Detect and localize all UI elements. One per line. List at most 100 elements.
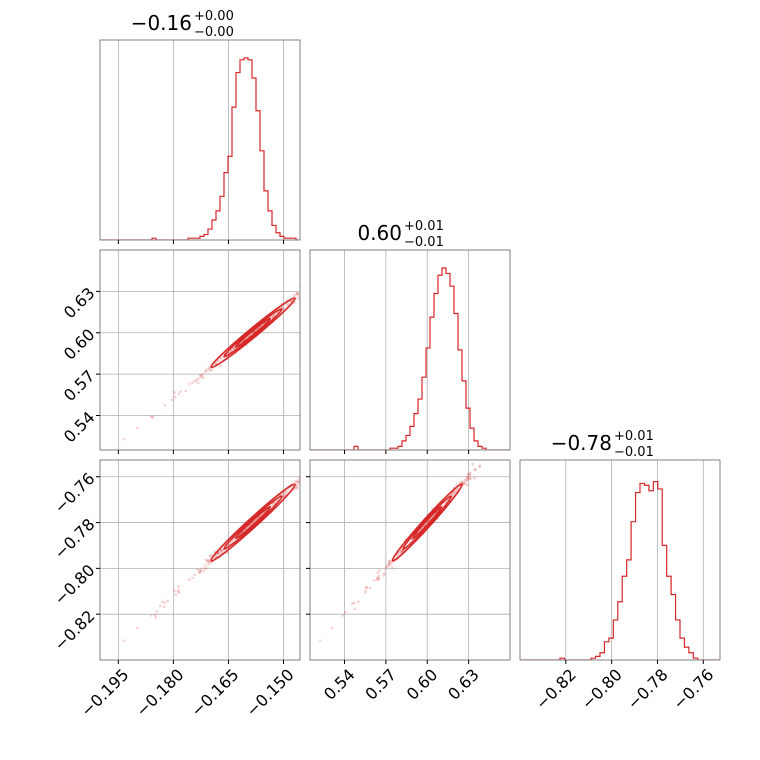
sample-point bbox=[343, 610, 347, 614]
sample-point bbox=[377, 577, 381, 580]
sample-point bbox=[174, 593, 178, 597]
sample-point bbox=[155, 610, 159, 613]
panel-title-1: 0.60 +0.01−0.01 bbox=[357, 219, 443, 250]
x-tick-label: −0.82 bbox=[532, 665, 580, 713]
sample-point bbox=[149, 415, 153, 418]
sample-point bbox=[231, 347, 235, 351]
sample-point bbox=[396, 553, 399, 557]
x-tick-label: −0.150 bbox=[242, 665, 297, 720]
sample-point bbox=[376, 571, 380, 575]
sample-point bbox=[179, 390, 182, 393]
title-lower: −0.01 bbox=[404, 235, 444, 250]
sample-point bbox=[384, 565, 388, 568]
sample-point bbox=[329, 266, 332, 269]
sample-point bbox=[296, 480, 300, 484]
sample-point bbox=[216, 552, 220, 555]
title-upper: +0.01 bbox=[614, 429, 654, 444]
sample-point bbox=[305, 286, 308, 289]
sample-point bbox=[468, 477, 472, 481]
y-tick-label: 0.57 bbox=[60, 366, 99, 405]
sample-point bbox=[122, 437, 125, 441]
y-tick-label: 0.63 bbox=[60, 284, 99, 323]
sample-point bbox=[173, 391, 176, 394]
sample-point bbox=[297, 480, 300, 484]
sample-point bbox=[200, 373, 203, 377]
sample-point bbox=[314, 281, 317, 284]
sample-point bbox=[382, 573, 386, 577]
contour-0 bbox=[234, 317, 272, 348]
sample-point bbox=[294, 487, 298, 490]
sample-point bbox=[335, 444, 338, 447]
sample-point bbox=[302, 289, 305, 292]
sample-point bbox=[188, 578, 191, 582]
contour-2 bbox=[210, 483, 296, 562]
sample-point bbox=[330, 626, 333, 630]
histogram-2 bbox=[520, 481, 720, 660]
panel-2-1: 0.54 0.57 0.60 0.63 bbox=[306, 435, 511, 704]
sample-point bbox=[158, 604, 162, 608]
panel-1-1: 0.60 +0.01−0.01 bbox=[309, 219, 511, 454]
sample-point bbox=[473, 468, 477, 472]
panel-frame bbox=[99, 39, 301, 241]
sample-point bbox=[303, 465, 306, 468]
sample-point bbox=[204, 567, 208, 571]
sample-point bbox=[296, 292, 300, 296]
panel-2-2: −0.82−0.80−0.78−0.76−0.78 +0.01−0.01 bbox=[519, 429, 721, 713]
density-fill bbox=[200, 474, 300, 571]
sample-point bbox=[478, 465, 481, 469]
sample-point bbox=[468, 473, 472, 477]
x-tick-label: 0.60 bbox=[403, 665, 442, 704]
sample-point bbox=[204, 558, 208, 561]
sample-point bbox=[316, 466, 319, 469]
sample-point bbox=[467, 472, 471, 476]
sample-point bbox=[152, 416, 155, 419]
sample-point bbox=[296, 291, 299, 295]
sample-point bbox=[451, 493, 454, 496]
title-value: −0.16 bbox=[131, 11, 192, 35]
contour-0 bbox=[234, 505, 272, 540]
sample-point bbox=[455, 483, 458, 487]
sample-point bbox=[345, 437, 348, 440]
sample-point bbox=[163, 601, 167, 605]
y-tick-label: −0.80 bbox=[50, 561, 98, 609]
x-tick-label: 0.63 bbox=[444, 665, 483, 704]
sample-point bbox=[376, 577, 379, 581]
sample-point bbox=[198, 374, 202, 377]
contour-2 bbox=[210, 297, 296, 369]
sample-point bbox=[196, 568, 199, 572]
sample-point bbox=[377, 578, 380, 582]
sample-point bbox=[372, 579, 376, 582]
sample-point bbox=[198, 570, 201, 574]
sample-point bbox=[184, 389, 188, 393]
sample-point bbox=[364, 589, 368, 592]
sample-point bbox=[318, 639, 322, 642]
y-tick-label: −0.76 bbox=[50, 469, 98, 517]
sample-point bbox=[209, 554, 213, 557]
sample-point bbox=[468, 471, 472, 475]
sample-point bbox=[368, 586, 372, 589]
sample-point bbox=[478, 464, 482, 468]
sample-point bbox=[463, 482, 467, 485]
sample-point bbox=[304, 292, 307, 295]
sample-point bbox=[353, 601, 356, 605]
sample-point bbox=[173, 589, 176, 593]
sample-point bbox=[312, 472, 315, 475]
panel-title-0: −0.16 +0.00−0.00 bbox=[131, 9, 234, 40]
sample-point bbox=[177, 589, 181, 592]
sample-point bbox=[357, 245, 360, 248]
sample-point bbox=[399, 549, 403, 553]
sample-point bbox=[295, 484, 298, 487]
sample-point bbox=[219, 549, 222, 553]
sample-point bbox=[214, 362, 218, 365]
sample-point bbox=[490, 446, 493, 449]
sample-point bbox=[204, 369, 208, 372]
sample-point bbox=[217, 552, 221, 555]
sample-point bbox=[173, 395, 177, 399]
sample-point bbox=[220, 549, 223, 552]
density-fill bbox=[200, 289, 300, 377]
sample-point bbox=[501, 435, 504, 438]
title-lower: −0.00 bbox=[194, 25, 234, 40]
sample-point bbox=[176, 590, 179, 593]
sample-point bbox=[398, 551, 402, 554]
sample-point bbox=[209, 368, 213, 372]
